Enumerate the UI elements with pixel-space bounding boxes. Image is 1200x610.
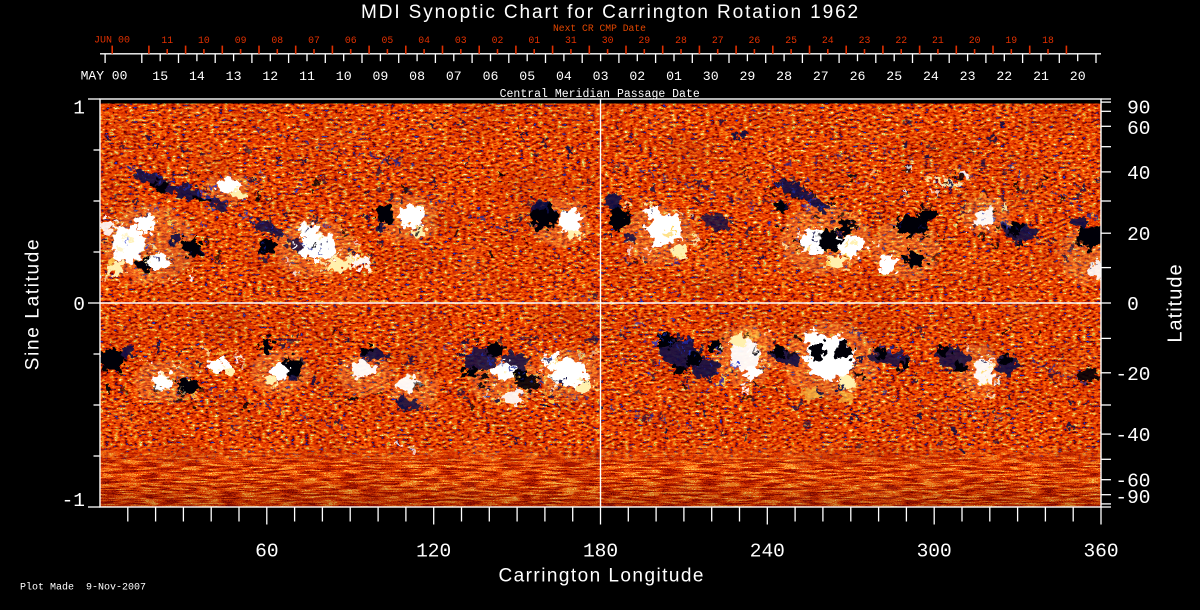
svg-text:28: 28	[776, 69, 792, 84]
svg-text:23: 23	[859, 35, 871, 46]
svg-text:23: 23	[960, 69, 976, 84]
svg-text:40: 40	[1127, 163, 1150, 185]
svg-text:30: 30	[602, 35, 614, 46]
svg-text:10: 10	[198, 35, 210, 46]
svg-text:1: 1	[73, 98, 85, 120]
svg-text:20: 20	[1070, 69, 1086, 84]
svg-text:03: 03	[455, 35, 467, 46]
svg-text:22: 22	[895, 35, 907, 46]
svg-text:120: 120	[416, 541, 451, 563]
svg-text:MDI Synoptic Chart for Carring: MDI Synoptic Chart for Carrington Rotati…	[361, 2, 860, 23]
svg-text:20: 20	[1127, 224, 1150, 246]
svg-text:Sine Latitude: Sine Latitude	[23, 238, 44, 370]
svg-text:Central Meridian Passage Date: Central Meridian Passage Date	[500, 88, 700, 101]
svg-text:15: 15	[152, 69, 168, 84]
svg-text:01: 01	[528, 35, 540, 46]
svg-text:27: 27	[813, 69, 829, 84]
svg-text:20: 20	[969, 35, 981, 46]
svg-text:60: 60	[255, 541, 278, 563]
svg-text:05: 05	[382, 35, 394, 46]
svg-text:30: 30	[703, 69, 719, 84]
svg-text:-20: -20	[1115, 364, 1150, 386]
svg-text:03: 03	[593, 69, 609, 84]
svg-text:Latitude: Latitude	[1165, 263, 1187, 342]
svg-text:24: 24	[923, 69, 939, 84]
svg-text:14: 14	[189, 69, 205, 84]
svg-text:04: 04	[556, 69, 572, 84]
svg-text:25: 25	[886, 69, 902, 84]
svg-text:21: 21	[932, 35, 944, 46]
svg-text:28: 28	[675, 35, 687, 46]
svg-text:-1: -1	[62, 490, 85, 512]
svg-text:09: 09	[235, 35, 247, 46]
svg-text:JUN 00: JUN 00	[94, 36, 130, 47]
svg-text:13: 13	[226, 69, 242, 84]
svg-text:90: 90	[1127, 98, 1150, 120]
svg-text:Plot Made 9-Nov-2007: Plot Made 9-Nov-2007	[20, 582, 146, 594]
svg-text:60: 60	[1127, 118, 1150, 140]
svg-text:08: 08	[271, 35, 283, 46]
svg-text:29: 29	[638, 35, 650, 46]
svg-text:27: 27	[712, 35, 724, 46]
svg-text:04: 04	[418, 35, 430, 46]
svg-text:MAY 00: MAY 00	[81, 69, 128, 84]
svg-text:26: 26	[850, 69, 866, 84]
svg-text:24: 24	[822, 35, 834, 46]
svg-text:-60: -60	[1115, 471, 1150, 493]
svg-text:22: 22	[996, 69, 1012, 84]
svg-text:19: 19	[1005, 35, 1017, 46]
svg-text:-90: -90	[1115, 487, 1150, 509]
svg-text:Carrington Longitude: Carrington Longitude	[498, 566, 704, 587]
svg-text:21: 21	[1033, 69, 1049, 84]
svg-text:180: 180	[583, 541, 618, 563]
svg-text:07: 07	[446, 69, 462, 84]
svg-text:06: 06	[345, 35, 357, 46]
svg-text:06: 06	[483, 69, 499, 84]
svg-text:240: 240	[750, 541, 785, 563]
svg-text:0: 0	[73, 294, 85, 316]
svg-text:07: 07	[308, 35, 320, 46]
svg-text:-40: -40	[1115, 425, 1150, 447]
svg-text:25: 25	[785, 35, 797, 46]
svg-text:26: 26	[749, 35, 761, 46]
svg-text:300: 300	[917, 541, 952, 563]
svg-text:Next CR CMP Date: Next CR CMP Date	[553, 23, 646, 34]
svg-text:11: 11	[299, 69, 315, 84]
svg-text:09: 09	[372, 69, 388, 84]
svg-text:18: 18	[1042, 35, 1054, 46]
svg-text:02: 02	[629, 69, 645, 84]
svg-text:31: 31	[565, 35, 577, 46]
svg-text:10: 10	[336, 69, 352, 84]
svg-text:12: 12	[262, 69, 278, 84]
svg-text:11: 11	[161, 35, 173, 46]
svg-text:360: 360	[1083, 541, 1118, 563]
svg-text:05: 05	[519, 69, 535, 84]
svg-text:02: 02	[492, 35, 504, 46]
svg-text:0: 0	[1127, 294, 1139, 316]
svg-text:01: 01	[666, 69, 682, 84]
svg-text:08: 08	[409, 69, 425, 84]
svg-text:29: 29	[739, 69, 755, 84]
